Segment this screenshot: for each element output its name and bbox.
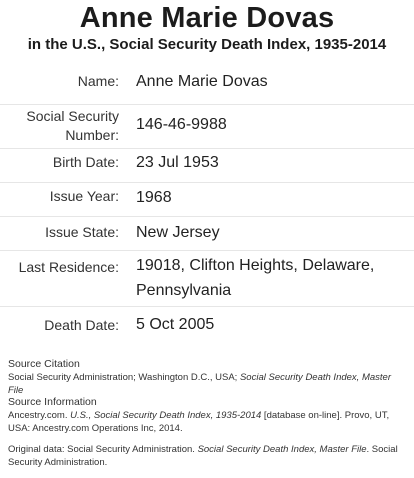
record-label-death-date: Death Date: [44,317,119,333]
record-label-name: Name: [77,73,119,89]
record-label-issue-year: Issue Year: [49,188,119,204]
source-information-heading: Source Information [8,396,97,408]
source-citation-heading: Source Citation [8,358,80,370]
source-citation-italic: Social Security Death Index, Master File [8,372,391,396]
page-title: Anne Marie Dovas [79,2,335,34]
original-data-part1: Original data: Social Security Administr… [8,444,198,455]
source-information-text: Ancestry.com. U.S., Social Security Deat… [8,409,408,435]
record-row-ssn: Social Security Number: 146-46-9988 [0,104,414,149]
original-data-text: Original data: Social Security Administr… [8,443,408,469]
source-information-part2: U.S., Social Security Death Index, 1935-… [70,410,262,421]
record-row-issue-state: Issue State: New Jersey [0,216,414,251]
source-citation-plain: Social Security Administration; Washingt… [8,372,240,383]
record-label-last-residence: Last Residence: [18,259,119,275]
record-value-issue-year: 1968 [136,189,172,206]
record-label-birth-date: Birth Date: [52,154,119,170]
page-subtitle: in the U.S., Social Security Death Index… [27,36,387,53]
record-value-death-date: 5 Oct 2005 [136,316,215,333]
original-data-part2: Social Security Death Index, Master File [197,444,367,455]
record-value-birth-date: 23 Jul 1953 [136,154,219,171]
page-header: Anne Marie Dovas in the U.S., Social Sec… [0,0,414,56]
record-label-ssn: Social Security Number: [26,108,119,143]
record-row-death-date: Death Date: 5 Oct 2005 [0,306,414,346]
record-value-last-residence: 19018, Clifton Heights, Delaware, Pennsy… [136,257,375,299]
source-information-part1: Ancestry.com. [8,410,71,421]
record-label-issue-state: Issue State: [45,224,119,240]
record-row-name: Name: Anne Marie Dovas [0,60,414,105]
original-data-part3: . Social Security Administration. [8,444,398,468]
source-citation: Source Citation Social Security Administ… [8,358,408,397]
record-value-name: Anne Marie Dovas [136,73,268,90]
source-citation-text: Social Security Administration; Washingt… [8,371,408,397]
record-value-issue-state: New Jersey [136,224,220,241]
source-information-part3: [database on-line]. Provo, UT, USA: Ance… [8,410,390,434]
original-data: Original data: Social Security Administr… [8,443,408,469]
record-row-birth-date: Birth Date: 23 Jul 1953 [0,148,414,183]
record-value-ssn: 146-46-9988 [136,116,227,133]
record-row-issue-year: Issue Year: 1968 [0,182,414,217]
record-row-last-residence: Last Residence: 19018, Clifton Heights, … [0,250,414,307]
source-information: Source Information Ancestry.com. U.S., S… [8,396,408,435]
